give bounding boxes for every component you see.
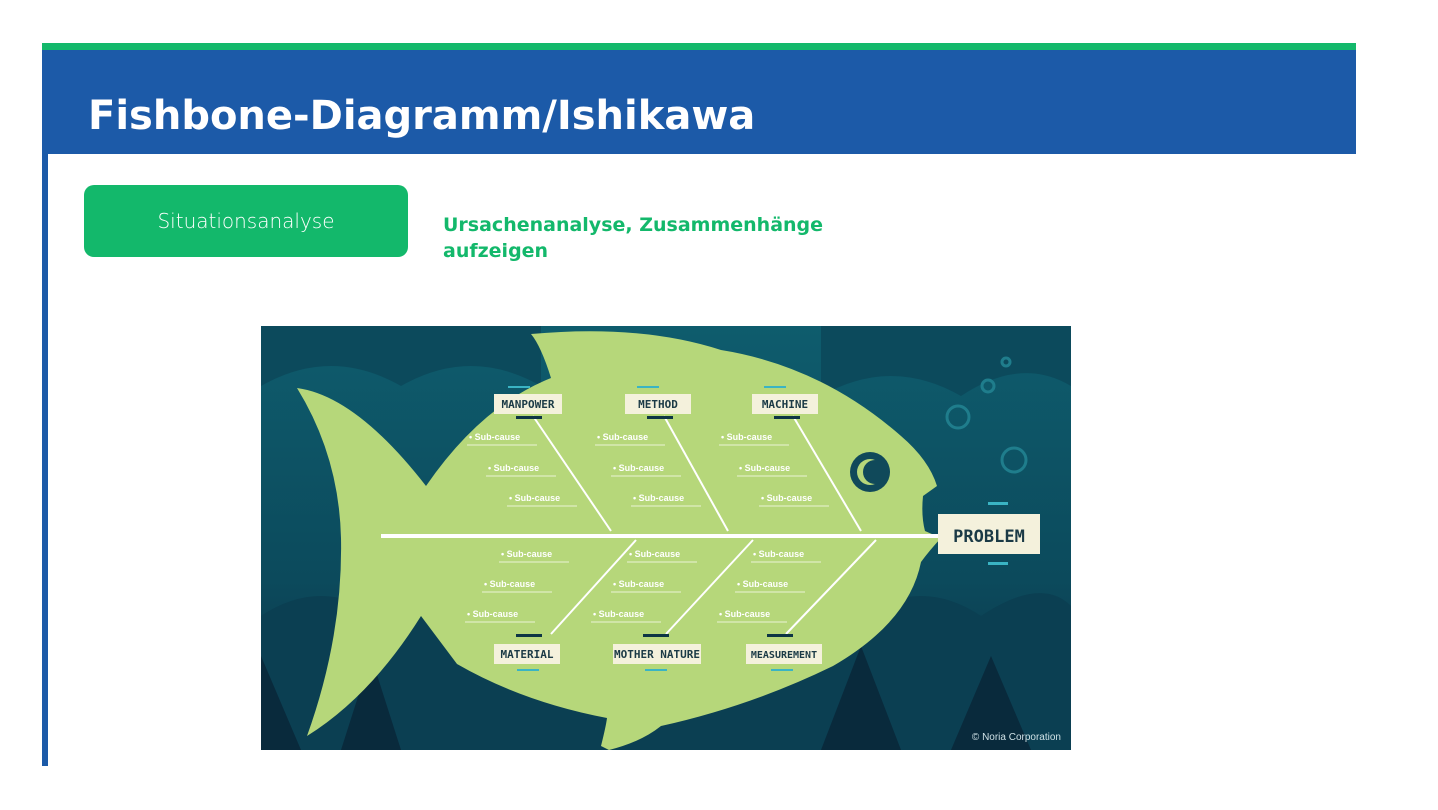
category-label-mother-nature: MOTHER NATURE <box>613 634 701 671</box>
subcause-10: • Sub-cause <box>501 549 552 559</box>
subcause-6: • Sub-cause <box>633 493 684 503</box>
category-label-material: MATERIAL <box>494 634 560 671</box>
subcause-9: • Sub-cause <box>761 493 812 503</box>
category-labels: MANPOWER METHOD MACHINE MATERIAL <box>494 386 822 671</box>
subcause-7: • Sub-cause <box>721 432 772 442</box>
category-label-machine: MACHINE <box>752 386 818 419</box>
page-title: Fishbone-Diagramm/Ishikawa <box>88 93 756 139</box>
category-label-measurement: MEASUREMENT <box>746 634 822 671</box>
subcause-8: • Sub-cause <box>739 463 790 473</box>
category-machine: MACHINE <box>762 398 808 411</box>
subcause-18: • Sub-cause <box>719 609 770 619</box>
subcause-3: • Sub-cause <box>509 493 560 503</box>
subcause-17: • Sub-cause <box>737 579 788 589</box>
category-tag: Situationsanalyse <box>84 185 408 257</box>
subcause-16: • Sub-cause <box>753 549 804 559</box>
subtitle: Ursachenanalyse, Zusammenhänge aufzeigen <box>443 214 824 262</box>
bubble-2 <box>1000 446 1028 474</box>
category-manpower: MANPOWER <box>502 398 555 411</box>
bubbles <box>945 356 1028 474</box>
bubble-1 <box>945 404 971 430</box>
problem-box <box>938 514 1040 554</box>
problem-box-group: PROBLEM <box>938 502 1040 565</box>
header-accent-stripe <box>42 43 1356 50</box>
subcause-2: • Sub-cause <box>488 463 539 473</box>
bubble-4 <box>1000 356 1012 368</box>
category-label-manpower: MANPOWER <box>494 386 562 419</box>
header-bar: Fishbone-Diagramm/Ishikawa <box>42 43 1356 154</box>
subcause-5: • Sub-cause <box>613 463 664 473</box>
category-mother-nature: MOTHER NATURE <box>614 648 700 661</box>
subcause-1: • Sub-cause <box>469 432 520 442</box>
subcause-group: • Sub-cause • Sub-cause • Sub-cause • Sub-c… <box>467 432 812 619</box>
category-measurement: MEASUREMENT <box>751 650 817 661</box>
slide-left-border <box>42 43 48 766</box>
subcause-4: • Sub-cause <box>597 432 648 442</box>
fish-eye <box>850 452 890 492</box>
subcause-lines <box>465 444 829 623</box>
fishbone-svg: • Sub-cause • Sub-cause • Sub-cause • Sub-c… <box>261 326 1071 750</box>
copyright-text: © Noria Corporation <box>972 732 1061 743</box>
category-material: MATERIAL <box>501 648 554 661</box>
subcause-15: • Sub-cause <box>593 609 644 619</box>
problem-label: PROBLEM <box>953 527 1025 547</box>
subcause-12: • Sub-cause <box>467 609 518 619</box>
fishbone-diagram: • Sub-cause • Sub-cause • Sub-cause • Sub-c… <box>261 326 1071 750</box>
category-label-method: METHOD <box>625 386 691 419</box>
subcause-14: • Sub-cause <box>613 579 664 589</box>
fishbone-ribs <box>532 415 877 635</box>
subcause-13: • Sub-cause <box>629 549 680 559</box>
category-method: METHOD <box>638 398 678 411</box>
bubble-3 <box>980 378 996 394</box>
subcause-11: • Sub-cause <box>484 579 535 589</box>
